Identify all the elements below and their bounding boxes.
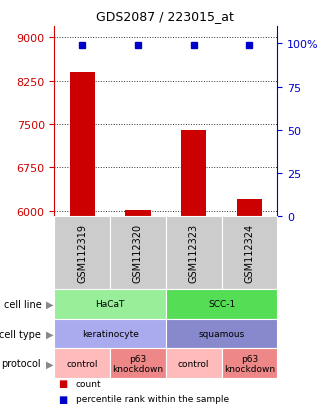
Text: ▶: ▶ bbox=[46, 329, 53, 339]
Text: GSM112320: GSM112320 bbox=[133, 223, 143, 282]
Text: count: count bbox=[76, 379, 102, 388]
Text: HaCaT: HaCaT bbox=[95, 299, 125, 309]
Bar bbox=[125, 211, 150, 217]
Bar bbox=[181, 131, 206, 217]
Text: ■: ■ bbox=[58, 378, 67, 388]
Text: SCC-1: SCC-1 bbox=[208, 299, 235, 309]
Bar bbox=[70, 73, 95, 217]
Text: p63
knockdown: p63 knockdown bbox=[113, 354, 164, 373]
Text: ▶: ▶ bbox=[46, 299, 53, 309]
Text: GSM112323: GSM112323 bbox=[189, 223, 199, 282]
Text: squamous: squamous bbox=[198, 329, 245, 338]
Text: keratinocyte: keratinocyte bbox=[82, 329, 139, 338]
Text: ■: ■ bbox=[58, 394, 67, 404]
Text: ▶: ▶ bbox=[46, 358, 53, 368]
Text: p63
knockdown: p63 knockdown bbox=[224, 354, 275, 373]
Text: GSM112324: GSM112324 bbox=[244, 223, 254, 282]
Text: cell line: cell line bbox=[4, 299, 41, 309]
Text: percentile rank within the sample: percentile rank within the sample bbox=[76, 394, 229, 404]
Text: control: control bbox=[67, 359, 98, 368]
Text: GSM112319: GSM112319 bbox=[77, 223, 87, 282]
Bar bbox=[237, 199, 262, 217]
Text: GDS2087 / 223015_at: GDS2087 / 223015_at bbox=[96, 10, 234, 23]
Text: protocol: protocol bbox=[2, 358, 41, 368]
Text: cell type: cell type bbox=[0, 329, 41, 339]
Text: control: control bbox=[178, 359, 210, 368]
